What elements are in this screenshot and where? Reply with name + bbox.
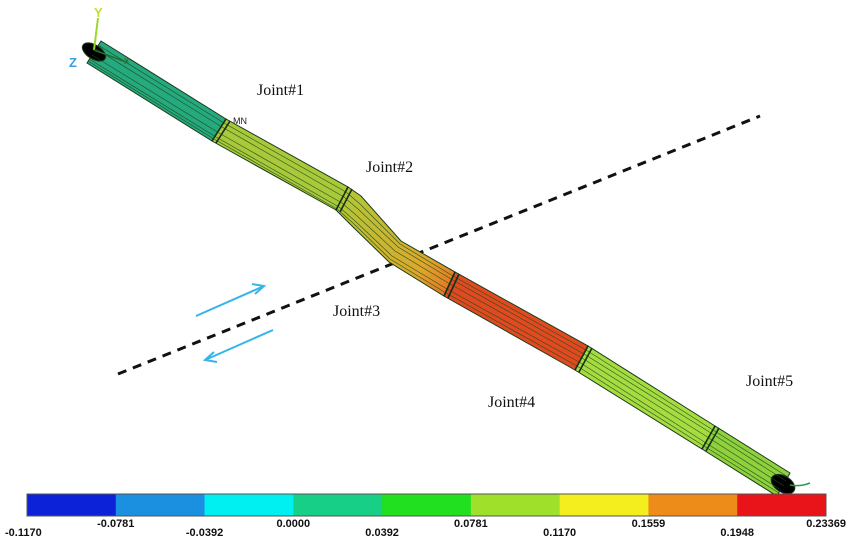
color-band-9 (737, 494, 827, 516)
color-legend-tick-8: 0.1559 (632, 518, 666, 530)
slip-arrow-up (195, 283, 267, 317)
color-band-4 (293, 494, 383, 516)
joint-ring-5 (701, 425, 716, 450)
joint-2-label: Joint#2 (366, 159, 413, 176)
color-legend-tick-10: 0.23369 (806, 518, 846, 530)
joint-3-label: Joint#3 (333, 303, 380, 320)
color-band-1 (27, 494, 117, 516)
color-legend-tick-5: 0.0392 (365, 527, 399, 539)
color-band-5 (382, 494, 472, 516)
joint-5-label: Joint#5 (746, 373, 793, 390)
triad-x-label: X (124, 57, 130, 66)
pipe-end-tail (789, 482, 811, 487)
pipe-body (81, 40, 796, 497)
joint-ring-3 (443, 271, 456, 297)
mn-marker: MN (233, 116, 247, 126)
joint-rings (211, 118, 720, 452)
pipe-segment-3 (335, 186, 456, 297)
joint-4-label: Joint#4 (488, 394, 535, 411)
color-legend-tick-2: -0.0781 (97, 518, 134, 530)
triad-z-label: Z (69, 55, 77, 70)
color-band-6 (470, 494, 561, 516)
slip-arrow-down (202, 329, 274, 363)
color-band-2 (115, 494, 206, 516)
color-legend-tick-7: 0.1170 (543, 527, 576, 539)
color-band-3 (204, 494, 294, 516)
triad-y-label: Y (94, 5, 103, 20)
color-legend-tick-6: 0.0781 (454, 518, 488, 530)
color-legend-tick-4: 0.0000 (277, 518, 311, 530)
triad-x-axis (93, 49, 127, 63)
pipe-end-cap (770, 473, 796, 495)
joint-ring-4 (574, 345, 589, 371)
color-legend-frame (26, 493, 827, 517)
coordinate-triad: Y Z X (69, 5, 130, 70)
color-band-7 (559, 494, 649, 516)
fault-line (117, 114, 761, 376)
color-legend-tick-1: -0.1170 (5, 527, 42, 539)
joint-ring-1 (211, 118, 227, 142)
color-legend-tick-9: 0.1948 (720, 527, 754, 539)
triad-y-axis (93, 17, 99, 51)
joint-1-label: Joint#1 (257, 82, 304, 99)
color-legend-tick-3: -0.0392 (186, 527, 223, 539)
color-legend: -0.1170 -0.0781 -0.0392 0.0000 0.0392 0.0781 0… (5, 493, 846, 539)
mesh-lines (87, 44, 789, 494)
pipe-start-cap (81, 42, 107, 62)
joint-ring-2 (335, 186, 349, 211)
color-band-8 (648, 494, 738, 516)
